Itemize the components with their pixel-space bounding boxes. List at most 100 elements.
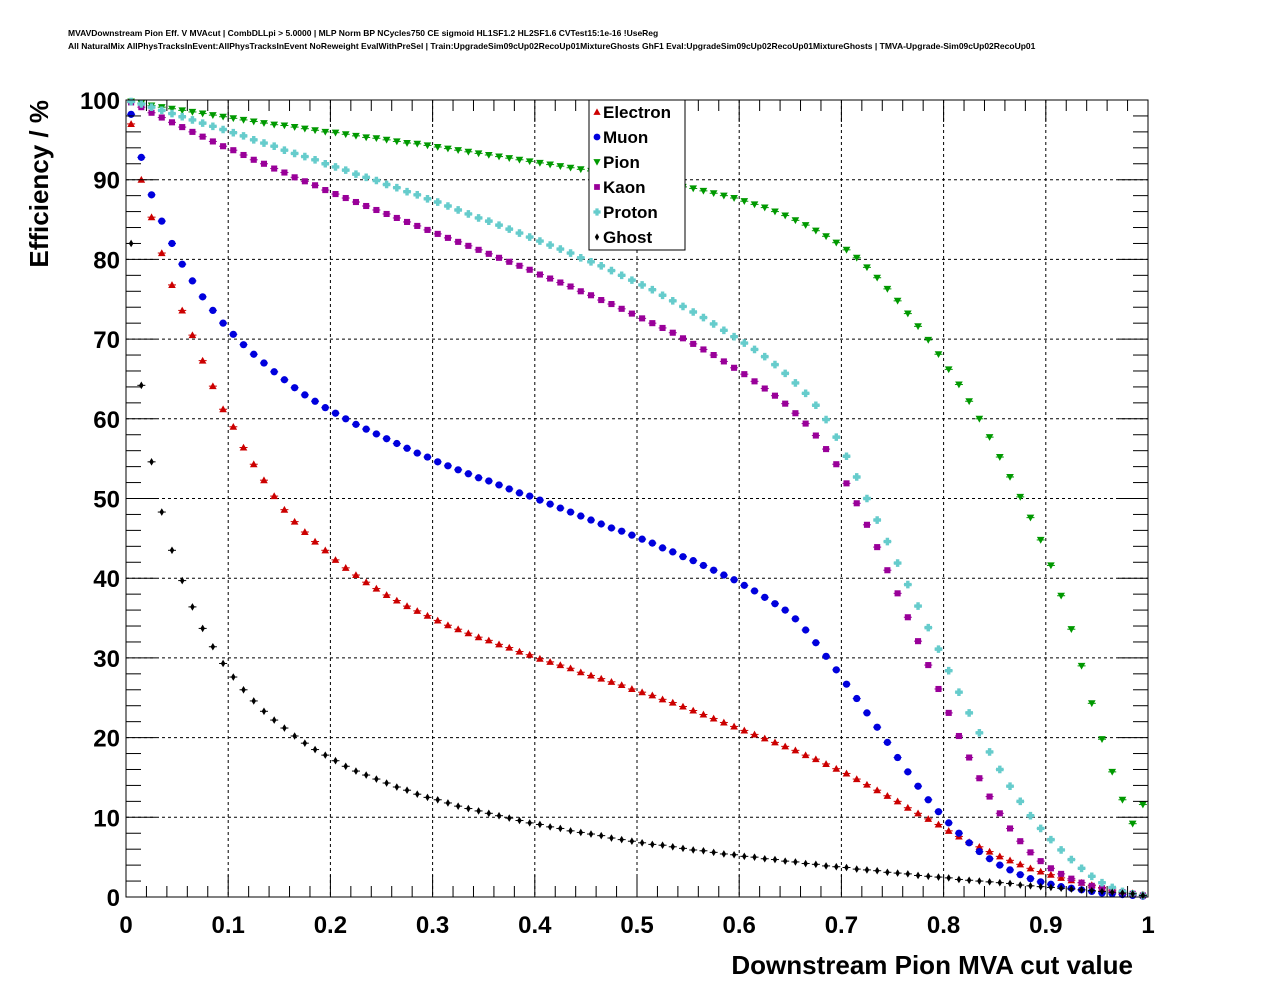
data-point-kaon	[209, 138, 216, 145]
data-point-pion	[740, 198, 749, 206]
data-point-pion	[1036, 536, 1045, 544]
data-point-muon	[1037, 878, 1045, 886]
data-point-ghost	[844, 863, 849, 872]
data-point-kaon	[485, 250, 492, 257]
legend: Electron Muon Pion Kaon Proton Ghost	[588, 99, 686, 251]
data-point-proton	[566, 249, 575, 257]
data-point-pion	[709, 190, 718, 198]
data-point-electron	[617, 681, 626, 689]
data-point-pion	[198, 110, 207, 118]
data-point-ghost	[200, 624, 205, 633]
data-point-proton	[587, 257, 595, 266]
data-point-pion	[546, 161, 554, 169]
data-point-pion	[178, 107, 187, 115]
data-point-ghost	[1140, 891, 1146, 900]
data-point-muon	[464, 470, 472, 478]
data-point-pion	[965, 398, 973, 406]
y-tick-label: 40	[93, 566, 120, 593]
legend-label-proton: Proton	[603, 203, 658, 222]
data-point-proton	[944, 666, 953, 675]
data-point-muon	[546, 500, 554, 508]
data-point-proton	[1077, 864, 1086, 873]
y-tick-label: 90	[93, 168, 120, 195]
data-point-muon	[188, 277, 197, 285]
data-point-proton	[607, 266, 616, 275]
data-point-muon	[209, 306, 217, 315]
data-point-electron	[546, 658, 554, 665]
data-point-electron	[433, 616, 442, 624]
data-point-proton	[137, 100, 146, 108]
y-tick-label: 50	[93, 487, 120, 514]
data-point-pion	[1057, 592, 1065, 600]
data-point-proton	[219, 125, 227, 134]
data-point-ghost	[159, 508, 165, 516]
data-point-muon	[832, 666, 840, 674]
data-point-pion	[914, 323, 922, 331]
series-ghost	[127, 239, 1147, 900]
data-point-kaon	[352, 198, 359, 206]
plot-header: MVAVDownstream Pion Eff. V MVAcut | Comb…	[68, 27, 1035, 53]
data-point-ghost	[885, 868, 890, 877]
data-point-proton	[638, 281, 646, 289]
data-point-electron	[1006, 856, 1014, 864]
data-point-proton	[822, 415, 830, 424]
data-point-ghost	[190, 603, 195, 611]
data-point-proton	[904, 580, 912, 589]
data-point-muon	[679, 553, 687, 561]
data-point-pion	[270, 121, 278, 129]
data-point-ghost	[752, 853, 757, 861]
data-point-proton	[127, 97, 135, 106]
data-point-kaon	[833, 461, 840, 468]
data-point-electron	[127, 120, 135, 127]
data-point-ghost	[1038, 882, 1043, 891]
data-point-electron	[985, 847, 994, 855]
data-point-muon	[1016, 871, 1024, 879]
data-point-pion	[1016, 493, 1025, 501]
y-tick-label: 60	[93, 407, 120, 434]
x-tick-label: 0.1	[212, 912, 245, 939]
data-point-muon	[280, 376, 289, 384]
data-point-electron	[679, 702, 687, 710]
data-point-proton	[576, 254, 585, 262]
legend-label-ghost: Ghost	[603, 228, 652, 247]
data-point-proton	[280, 146, 289, 155]
tick-labels: 0 0.1 0.2 0.3 0.4 0.5 0.6 0.7 0.8 0.9 101020304050…	[80, 88, 1155, 939]
data-point-electron	[709, 714, 718, 722]
legend-marker-muon	[593, 133, 601, 141]
data-point-electron	[372, 584, 381, 592]
data-point-proton	[730, 332, 738, 341]
data-point-kaon	[281, 169, 288, 176]
data-point-kaon	[710, 352, 717, 359]
data-point-ghost	[517, 816, 522, 825]
y-tick-label: 100	[80, 88, 120, 115]
data-point-electron	[536, 654, 544, 662]
data-point-proton	[168, 109, 176, 118]
legend-marker-ghost	[594, 233, 600, 241]
data-point-pion	[812, 227, 820, 235]
data-point-kaon	[669, 329, 676, 336]
data-point-pion	[505, 155, 514, 162]
data-point-electron	[301, 528, 309, 536]
data-point-kaon	[741, 371, 748, 378]
data-point-ghost	[425, 793, 430, 802]
data-point-kaon	[966, 754, 973, 761]
data-point-muon	[904, 768, 912, 776]
data-point-kaon	[863, 521, 870, 528]
data-point-kaon	[475, 246, 482, 253]
data-point-proton	[1108, 883, 1117, 892]
data-point-proton	[352, 170, 360, 178]
data-point-muon	[383, 435, 391, 443]
data-point-pion	[249, 118, 258, 126]
data-point-ghost	[210, 642, 216, 651]
data-point-proton	[720, 326, 728, 335]
data-point-ghost	[956, 875, 962, 884]
data-point-kaon	[465, 242, 472, 249]
data-point-pion	[852, 254, 861, 262]
legend-label-pion: Pion	[603, 153, 640, 172]
data-point-pion	[1128, 820, 1137, 828]
data-point-kaon	[1078, 879, 1085, 886]
x-axis-label: Downstream Pion MVA cut value	[731, 950, 1133, 980]
data-point-electron	[474, 633, 483, 641]
data-point-proton	[883, 537, 892, 546]
data-point-kaon	[761, 385, 768, 392]
